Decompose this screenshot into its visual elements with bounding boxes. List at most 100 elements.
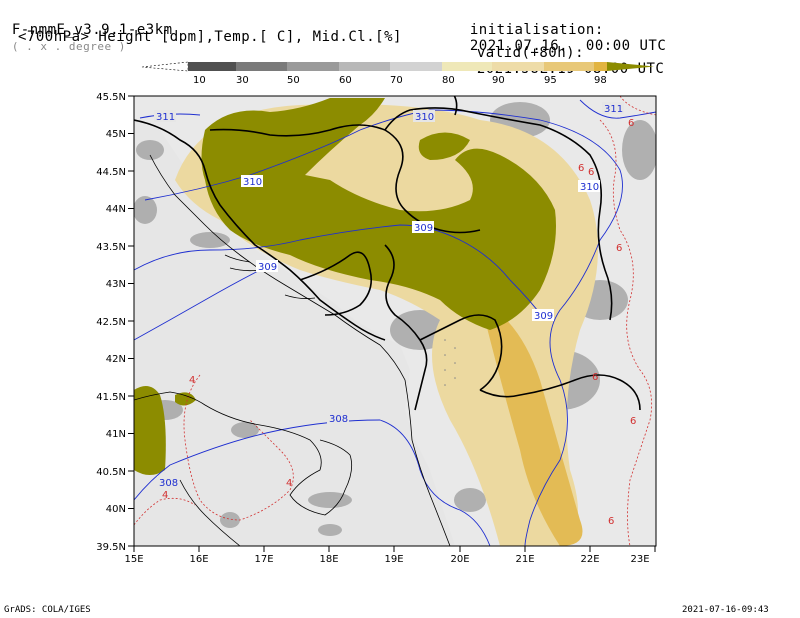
height-label: 311 <box>156 112 175 123</box>
lon-label: 20E <box>450 554 469 565</box>
height-label: 309 <box>258 262 277 273</box>
lat-label: 42.5N <box>96 317 126 328</box>
height-label: 308 <box>329 414 348 425</box>
colorbar-label: 80 <box>442 75 455 86</box>
label-bg <box>154 110 176 122</box>
temp-label: 6 <box>578 163 584 174</box>
cloud-patch <box>231 422 259 438</box>
subtitle: <700hPa> Height [dpm],Temp.[ C], Mid.Cl.… <box>18 29 402 45</box>
label-bg <box>412 221 434 233</box>
grid-dot <box>454 377 456 379</box>
country-border <box>384 107 613 321</box>
grid-dots <box>444 339 456 386</box>
label-bg <box>241 175 263 187</box>
colorbar-label: 60 <box>339 75 352 86</box>
colorbar-label: 10 <box>193 75 206 86</box>
cloud-patch <box>454 488 486 512</box>
cloud-olive-west <box>134 386 166 475</box>
colorbar-label: 90 <box>492 75 505 86</box>
height-label: 310 <box>580 182 599 193</box>
grid-dot <box>444 339 446 341</box>
colorbar-label: 95 <box>544 75 557 86</box>
temp-contour <box>599 119 653 546</box>
colorbar-bin <box>236 62 287 71</box>
coastline <box>134 391 353 516</box>
temp-label: 6 <box>628 118 634 129</box>
temp-labels: 4 4 4 6 6 6 6 6 6 6 <box>162 118 636 527</box>
lon-label: 18E <box>319 554 338 565</box>
cloud-olive-speck <box>175 392 196 406</box>
temp-contours <box>134 96 656 546</box>
footer-credit: GrADS: COLA/IGES <box>4 605 91 615</box>
cloud-patch <box>136 140 164 160</box>
label-bg <box>532 309 554 321</box>
lat-label: 40.5N <box>96 467 126 478</box>
temp-label: 6 <box>630 416 636 427</box>
colorbar-right-arrow <box>607 62 654 71</box>
country-border <box>419 314 503 391</box>
lat-label: 41N <box>106 429 126 440</box>
label-bg <box>602 102 624 114</box>
country-borders <box>134 96 641 411</box>
country-border <box>299 251 373 316</box>
init-label: initialisation: <box>469 22 604 38</box>
cloud-patch <box>308 492 352 508</box>
model-name: F-nmmE_v3.9.1-e3km <box>11 22 173 38</box>
country-border <box>479 374 641 411</box>
colorbar: 10 30 50 60 70 80 90 95 98 <box>141 61 654 86</box>
lon-label: 21E <box>515 554 534 565</box>
lat-label: 42N <box>106 354 126 365</box>
lat-axis: 45.5N 45N 44.5N 44N 43.5N 43N 42.5N 42N … <box>96 92 134 553</box>
temp-label: 6 <box>616 243 622 254</box>
height-label: 310 <box>243 177 262 188</box>
colorbar-bin <box>390 62 442 71</box>
lat-label: 43.5N <box>96 242 126 253</box>
lat-label: 40N <box>106 504 126 515</box>
cloud-patch <box>190 232 230 248</box>
temp-label: 6 <box>592 372 598 383</box>
lon-label: 16E <box>189 554 208 565</box>
colorbar-bin <box>544 62 594 71</box>
height-contour <box>134 419 491 546</box>
temp-label: 6 <box>588 167 594 178</box>
label-bg <box>413 110 435 122</box>
grid-dot <box>444 354 446 356</box>
lat-label: 41.5N <box>96 392 126 403</box>
colorbar-bin <box>287 62 339 71</box>
init-value: 2021.07.16. 00:00 UTC <box>469 38 667 54</box>
lat-label: 43N <box>106 279 126 290</box>
country-border <box>453 96 458 116</box>
model-title: F-nmmE_v3.9.1-e3km ( . x . degree ) <box>0 6 173 54</box>
cloud-patch <box>220 512 240 528</box>
grid-dot <box>444 384 446 386</box>
units-note: ( . x . degree ) <box>11 40 126 53</box>
colorbar-bin <box>442 62 492 71</box>
colorbar-bin <box>594 62 607 71</box>
height-label: 308 <box>159 478 178 489</box>
height-contour <box>144 109 623 546</box>
grid-dot <box>444 369 446 371</box>
lon-axis: 15E 16E 17E 18E 19E 20E 21E 22E 23E <box>124 546 656 565</box>
country-border <box>209 124 481 234</box>
cloud-olive-patches <box>134 98 556 475</box>
colorbar-label: 50 <box>287 75 300 86</box>
height-label: 310 <box>415 112 434 123</box>
coastline <box>179 479 241 546</box>
height-contours <box>134 99 656 546</box>
label-bg <box>578 180 600 192</box>
temp-label: 4 <box>189 375 195 386</box>
height-contour <box>134 264 271 341</box>
coastlines <box>134 154 451 546</box>
lat-label: 39.5N <box>96 542 126 553</box>
lon-label: 15E <box>124 554 143 565</box>
height-labels: 311 310 310 310 309 309 309 308 308 311 <box>154 102 624 489</box>
height-contour <box>134 224 546 321</box>
label-bg <box>256 260 278 272</box>
colorbar-bin <box>492 62 544 71</box>
lon-label: 19E <box>384 554 403 565</box>
temp-contour <box>134 497 196 526</box>
temp-label: 4 <box>286 478 292 489</box>
map-area: 311 310 310 310 309 309 309 308 308 311 … <box>134 96 656 546</box>
footer-timestamp: 2021-07-16-09:43 <box>682 605 769 615</box>
